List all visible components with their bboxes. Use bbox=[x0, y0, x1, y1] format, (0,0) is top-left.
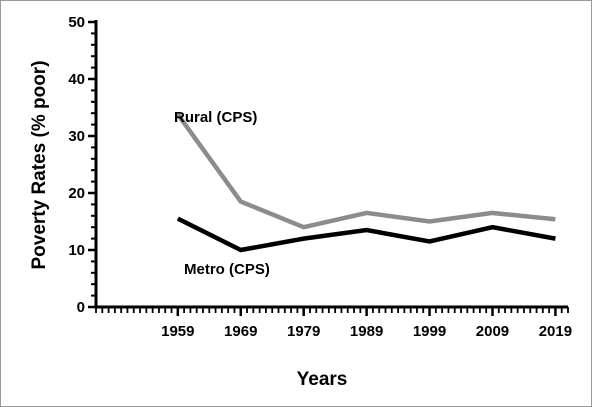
y-tick-label: 30 bbox=[68, 128, 85, 145]
y-axis-title: Poverty Rates (% poor) bbox=[29, 60, 50, 269]
y-tick-label: 50 bbox=[68, 14, 85, 31]
series-layer bbox=[175, 113, 556, 253]
x-tick-label: 1959 bbox=[161, 323, 194, 340]
x-tick-label: 1979 bbox=[287, 323, 320, 340]
series-line-rural-cps bbox=[175, 113, 556, 230]
x-tick-label: 2019 bbox=[539, 323, 572, 340]
y-tick-label: 20 bbox=[68, 185, 85, 202]
y-tick-label: 0 bbox=[77, 299, 85, 316]
series-label-metro: Metro (CPS) bbox=[184, 261, 270, 278]
series-line-metro-cps bbox=[176, 216, 556, 253]
x-tick-label: 1999 bbox=[413, 323, 446, 340]
y-tick-label: 40 bbox=[68, 71, 85, 88]
x-tick-label: 1989 bbox=[350, 323, 383, 340]
x-tick-label: 2009 bbox=[476, 323, 509, 340]
x-tick-label: 1969 bbox=[224, 323, 257, 340]
axes-layer: 0 10 20 30 40 50 1959 1969 1979 1989 1999 2009 2019 bbox=[68, 14, 572, 340]
x-axis-title: Years bbox=[297, 369, 348, 390]
y-tick-label: 10 bbox=[68, 242, 85, 259]
series-label-rural: Rural (CPS) bbox=[174, 109, 257, 126]
